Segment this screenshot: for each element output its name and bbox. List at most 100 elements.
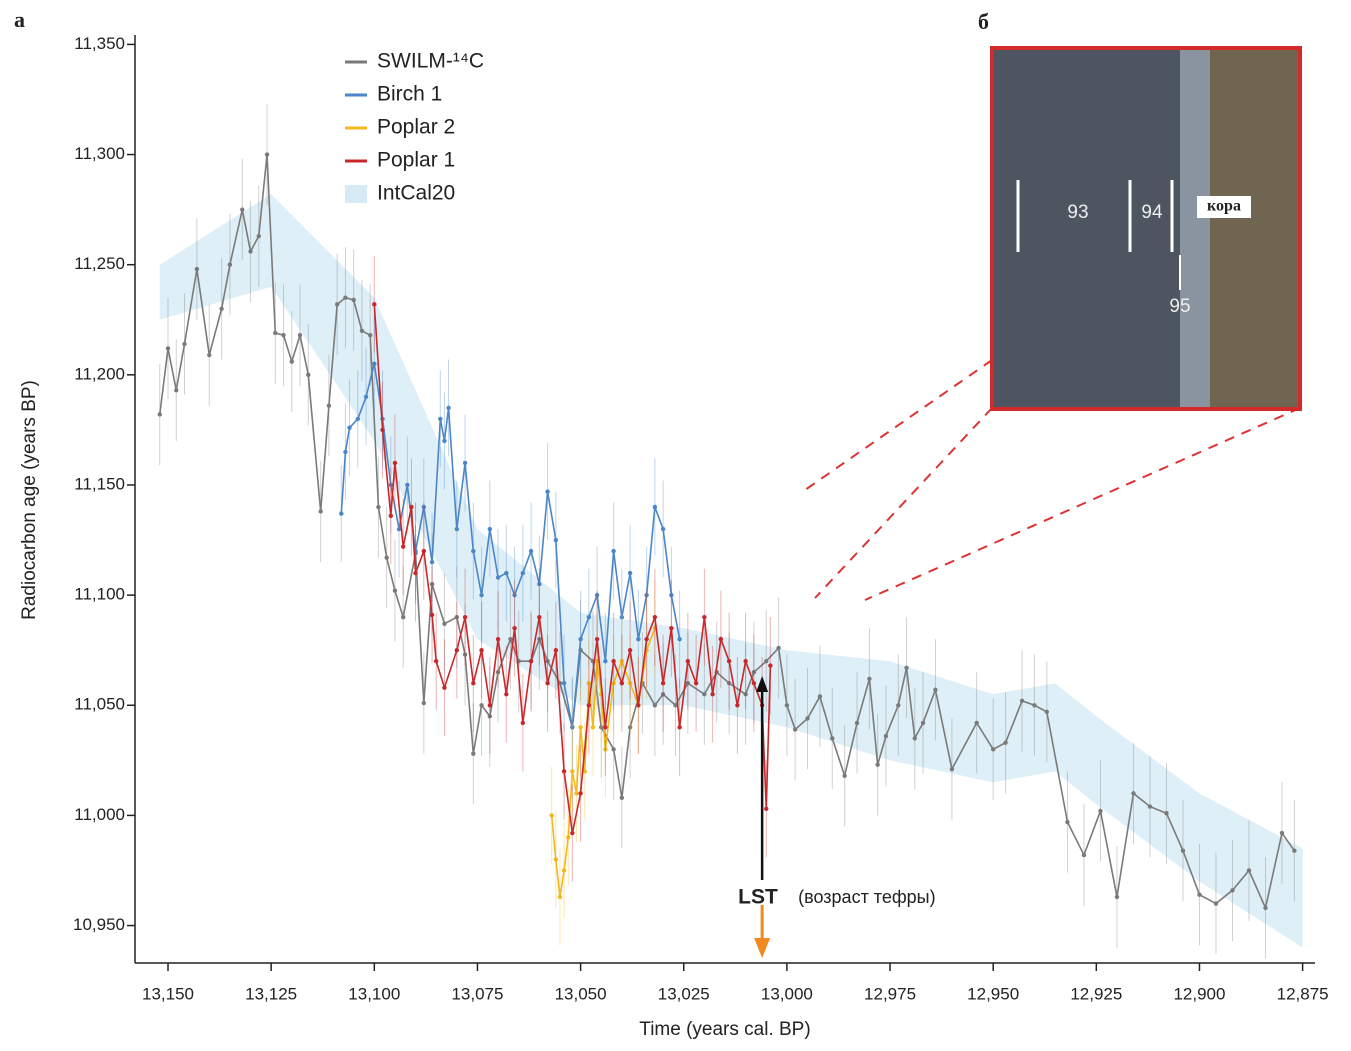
data-point — [751, 681, 757, 686]
data-point — [392, 588, 398, 593]
data-point — [1044, 709, 1050, 715]
data-point — [561, 681, 567, 686]
data-point — [557, 894, 563, 900]
data-point — [442, 438, 447, 444]
data-point — [570, 830, 575, 836]
data-point — [751, 670, 757, 675]
data-point — [339, 511, 344, 516]
data-point — [520, 720, 526, 726]
data-point — [421, 504, 427, 510]
data-point — [594, 659, 600, 664]
data-point — [603, 747, 608, 752]
data-point — [512, 625, 517, 631]
data-point — [442, 621, 447, 626]
data-point — [372, 361, 377, 367]
x-tick-label: 13,025 — [658, 984, 710, 1003]
data-point — [726, 681, 732, 686]
data-point — [594, 636, 600, 642]
data-point — [685, 681, 691, 686]
data-point — [405, 482, 410, 488]
data-point — [446, 405, 451, 411]
data-point — [599, 725, 604, 730]
data-point — [1032, 703, 1037, 708]
data-point — [636, 636, 641, 642]
data-point — [388, 482, 394, 488]
data-point — [545, 681, 550, 686]
data-point — [627, 725, 633, 730]
data-point — [380, 427, 385, 433]
data-point — [1065, 819, 1070, 825]
data-point — [611, 747, 616, 752]
data-point — [1081, 852, 1087, 858]
x-tick-label: 12,875 — [1277, 984, 1329, 1003]
x-tick-label: 12,900 — [1173, 984, 1225, 1003]
data-point — [462, 460, 468, 466]
data-point — [487, 703, 493, 708]
data-point — [359, 328, 365, 333]
y-tick-label: 11,000 — [74, 805, 125, 824]
data-point — [1114, 894, 1120, 900]
data-point — [673, 703, 678, 708]
data-point — [256, 233, 261, 239]
y-tick-label: 11,150 — [74, 474, 125, 493]
data-point — [240, 207, 245, 212]
legend-label: IntCal20 — [377, 182, 455, 205]
data-point — [1292, 848, 1297, 853]
data-point — [504, 692, 509, 697]
data-point — [297, 332, 303, 338]
data-point — [421, 548, 427, 554]
connector — [814, 407, 993, 599]
data-point — [619, 659, 625, 664]
data-point — [669, 592, 674, 598]
data-point — [636, 703, 641, 708]
lst-note: (возраст тефры) — [798, 887, 936, 907]
data-point — [372, 302, 377, 307]
data-point — [875, 762, 880, 767]
y-tick-label: 11,200 — [74, 364, 125, 383]
data-point — [854, 720, 860, 726]
bark-label-bg — [1197, 196, 1251, 218]
data-point — [586, 614, 592, 620]
data-point — [578, 636, 583, 642]
inset: б 93 94 95 кора — [804, 9, 1302, 601]
data-point — [561, 769, 567, 774]
data-point — [433, 659, 439, 664]
data-point — [376, 504, 381, 510]
data-point — [611, 659, 616, 664]
legend-label: Poplar 2 — [377, 116, 455, 139]
data-point — [627, 570, 633, 576]
data-point — [619, 795, 625, 800]
data-point — [528, 548, 534, 554]
data-point — [504, 570, 509, 576]
data-point — [1003, 740, 1008, 745]
x-tick-label: 13,000 — [761, 984, 813, 1003]
data-point — [318, 509, 323, 514]
data-point — [920, 720, 926, 726]
data-point — [508, 636, 513, 642]
data-point — [363, 394, 369, 400]
data-point — [495, 670, 501, 675]
x-tick-label: 12,950 — [967, 984, 1019, 1003]
x-tick-label: 12,975 — [864, 984, 916, 1003]
bark-edge — [1180, 48, 1210, 409]
ring-label: 95 — [1169, 296, 1190, 317]
data-point — [830, 736, 835, 741]
data-point — [817, 694, 823, 699]
data-point — [990, 747, 996, 752]
data-point — [227, 262, 233, 267]
data-point — [553, 537, 559, 543]
data-point — [487, 714, 493, 719]
data-point — [1279, 830, 1285, 836]
data-point — [974, 720, 979, 726]
data-point — [537, 614, 542, 620]
data-point — [392, 460, 398, 466]
panel-label: a — [14, 7, 25, 32]
data-point — [677, 636, 682, 642]
series-line — [158, 154, 1296, 911]
y-tick-label: 11,250 — [74, 254, 125, 273]
x-axis-label: Time (years cal. BP) — [639, 1019, 810, 1040]
y-tick-label: 11,100 — [74, 585, 125, 604]
data-point — [442, 685, 447, 690]
data-point — [553, 647, 559, 653]
